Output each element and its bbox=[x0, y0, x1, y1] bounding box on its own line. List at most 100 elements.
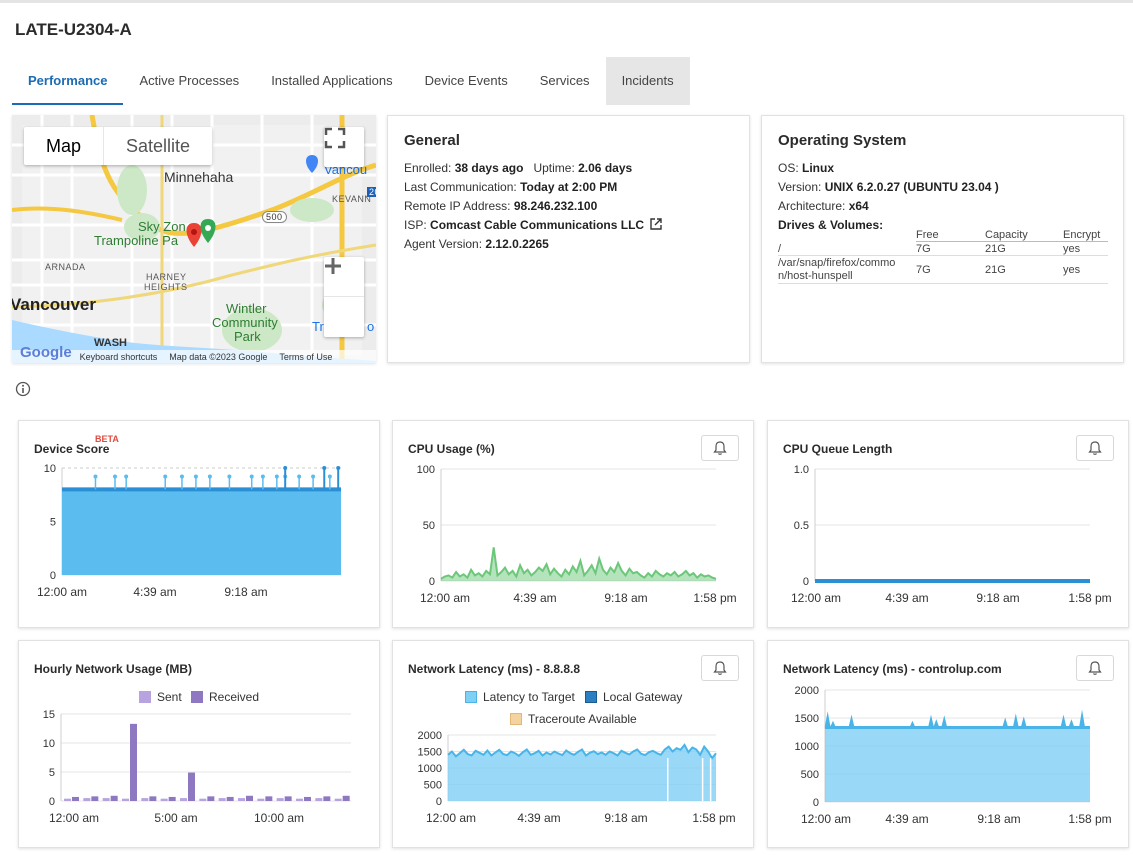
tab-incidents[interactable]: Incidents bbox=[605, 57, 690, 105]
latency-controlup-spike bbox=[1068, 719, 1075, 728]
table-row: / 7G 21G yes bbox=[778, 242, 1108, 256]
isp-label: ISP: bbox=[404, 218, 427, 232]
agent-version-value: 2.12.0.2265 bbox=[485, 237, 549, 251]
latency-dns-chart: 2000 1500 1000 500 0 12:00 am 4:39 am 9:18 am 1:… bbox=[418, 730, 736, 825]
beta-badge: BETA bbox=[95, 434, 119, 444]
tab-performance[interactable]: Performance bbox=[12, 57, 124, 105]
external-link-icon[interactable] bbox=[650, 218, 663, 230]
latency-controlup-title: Network Latency (ms) - controlup.com bbox=[783, 662, 1002, 676]
drives-header: Free Capacity Encrypt bbox=[916, 228, 1108, 242]
tab-active-processes[interactable]: Active Processes bbox=[139, 73, 240, 88]
bar-sent bbox=[315, 798, 323, 801]
latency-controlup-spike bbox=[1012, 713, 1019, 728]
legend-latency-swatch bbox=[465, 691, 477, 703]
bar-received bbox=[284, 796, 292, 801]
last-communication-row: Last Communication: Today at 2:00 PM bbox=[404, 178, 733, 197]
drives-header-encrypt: Encrypt bbox=[1063, 229, 1101, 241]
legend-gateway-label: Local Gateway bbox=[603, 690, 683, 704]
cpu-queue-alert-button[interactable] bbox=[1076, 435, 1114, 461]
x-tick-label: 5:00 am bbox=[154, 811, 197, 825]
bar-sent bbox=[141, 798, 149, 801]
bar-sent bbox=[180, 798, 187, 801]
map-label-trail-end: o bbox=[367, 319, 375, 334]
y-tick-label: 0.5 bbox=[794, 520, 809, 532]
map-view-button[interactable]: Map bbox=[24, 127, 105, 165]
bar-sent bbox=[199, 798, 207, 801]
architecture-value: x64 bbox=[848, 199, 869, 213]
bell-icon bbox=[1088, 441, 1102, 455]
fullscreen-button[interactable] bbox=[324, 127, 364, 167]
bar-received bbox=[207, 796, 215, 801]
y-tick-label: 1.0 bbox=[794, 464, 809, 476]
drive-name: / bbox=[778, 243, 782, 255]
score-spike-point bbox=[274, 474, 279, 479]
bell-icon bbox=[713, 441, 727, 455]
tab-installed-applications[interactable]: Installed Applications bbox=[271, 73, 393, 88]
bar-received bbox=[342, 795, 350, 801]
keyboard-shortcuts-link[interactable]: Keyboard shortcuts bbox=[79, 351, 158, 362]
y-tick-label: 0 bbox=[50, 570, 56, 582]
architecture-row: Architecture: x64 bbox=[778, 197, 1107, 216]
x-tick-label: 1:58 pm bbox=[1068, 812, 1111, 826]
drive-free: 7G bbox=[916, 264, 931, 276]
map-label-skyzone: Sky Zon bbox=[138, 219, 186, 234]
score-spike-point bbox=[249, 474, 254, 479]
y-tick-label: 1000 bbox=[795, 741, 819, 753]
x-tick-label: 1:58 pm bbox=[1068, 591, 1111, 605]
bar-sent bbox=[276, 798, 284, 801]
tab-bar: Performance Active Processes Installed A… bbox=[12, 57, 690, 105]
drives-row: Drives & Volumes: bbox=[778, 216, 1107, 235]
remote-ip-value: 98.246.232.100 bbox=[513, 199, 598, 213]
y-tick-label: 2000 bbox=[795, 685, 819, 697]
y-tick-label: 15 bbox=[43, 709, 55, 721]
latency-controlup-chart: 2000 1500 1000 500 0 12:00 am 4:39 am 9:18 am 1:… bbox=[795, 685, 1112, 826]
y-tick-label: 0 bbox=[429, 576, 435, 588]
location-map[interactable]: Minnehaha Vancou KEVANN Sky Zon Trampoli… bbox=[12, 115, 376, 363]
map-type-toggle: Map Satellite bbox=[24, 127, 213, 165]
map-label-vancouver: Vancouver bbox=[12, 295, 96, 314]
map-footer: Google Keyboard shortcuts Map data ©2023… bbox=[12, 344, 376, 363]
cpu-usage-alert-button[interactable] bbox=[701, 435, 739, 461]
tab-services[interactable]: Services bbox=[539, 73, 590, 88]
latency-dns-card: Network Latency (ms) - 8.8.8.8 Latency t… bbox=[392, 640, 754, 848]
satellite-view-button[interactable]: Satellite bbox=[126, 136, 191, 156]
map-label-trampoline: Trampoline Pa bbox=[94, 233, 179, 248]
x-tick-label: 4:39 am bbox=[133, 585, 176, 599]
drive-name-line1: /var/snap/firefox/commo bbox=[778, 257, 896, 269]
latency-controlup-alert-button[interactable] bbox=[1076, 655, 1114, 681]
terms-of-use-link[interactable]: Terms of Use bbox=[279, 351, 333, 362]
device-title: LATE-U2304-A bbox=[15, 20, 132, 39]
drives-label: Drives & Volumes: bbox=[778, 218, 884, 232]
latency-controlup-card: Network Latency (ms) - controlup.com 200… bbox=[767, 640, 1129, 848]
info-icon[interactable] bbox=[15, 381, 31, 397]
latency-controlup-spike bbox=[909, 720, 916, 728]
cpu-usage-chart: 100 50 0 12:00 am 4:39 am 9:18 am 1:58 pm bbox=[417, 464, 737, 605]
legend-local-gateway: Local Gateway bbox=[585, 690, 682, 704]
x-tick-label: 9:18 am bbox=[977, 812, 1020, 826]
map-label-minnehaha: Minnehaha bbox=[164, 169, 234, 185]
latency-dns-alert-button[interactable] bbox=[701, 655, 739, 681]
map-data-attribution: Map data ©2023 Google bbox=[169, 351, 268, 362]
drive-free: 7G bbox=[916, 243, 931, 255]
zoom-out-button[interactable] bbox=[324, 264, 364, 337]
latency-dns-area bbox=[448, 744, 716, 801]
map-label-community: Community bbox=[212, 315, 278, 330]
score-spike-point bbox=[163, 474, 168, 479]
bar-received bbox=[110, 795, 118, 801]
tab-device-events[interactable]: Device Events bbox=[424, 73, 508, 88]
map-label-arnada: ARNADA bbox=[45, 262, 86, 272]
cpu-usage-line bbox=[440, 547, 717, 580]
drive-name-line2: n/host-hunspell bbox=[778, 270, 853, 282]
bar-received bbox=[323, 796, 331, 801]
latency-controlup-spike bbox=[1060, 714, 1067, 728]
map-label-washington: WASH bbox=[94, 337, 127, 349]
remote-ip-row: Remote IP Address: 98.246.232.100 bbox=[404, 197, 733, 216]
zoom-controls bbox=[324, 257, 364, 337]
score-spike-point bbox=[193, 474, 198, 479]
bar-sent bbox=[83, 798, 91, 801]
x-tick-label: 1:58 pm bbox=[693, 591, 736, 605]
latency-controlup-area bbox=[825, 727, 1090, 802]
x-tick-label: 12:00 am bbox=[801, 812, 851, 826]
x-tick-label: 4:39 am bbox=[885, 591, 928, 605]
y-tick-label: 0 bbox=[49, 796, 55, 808]
